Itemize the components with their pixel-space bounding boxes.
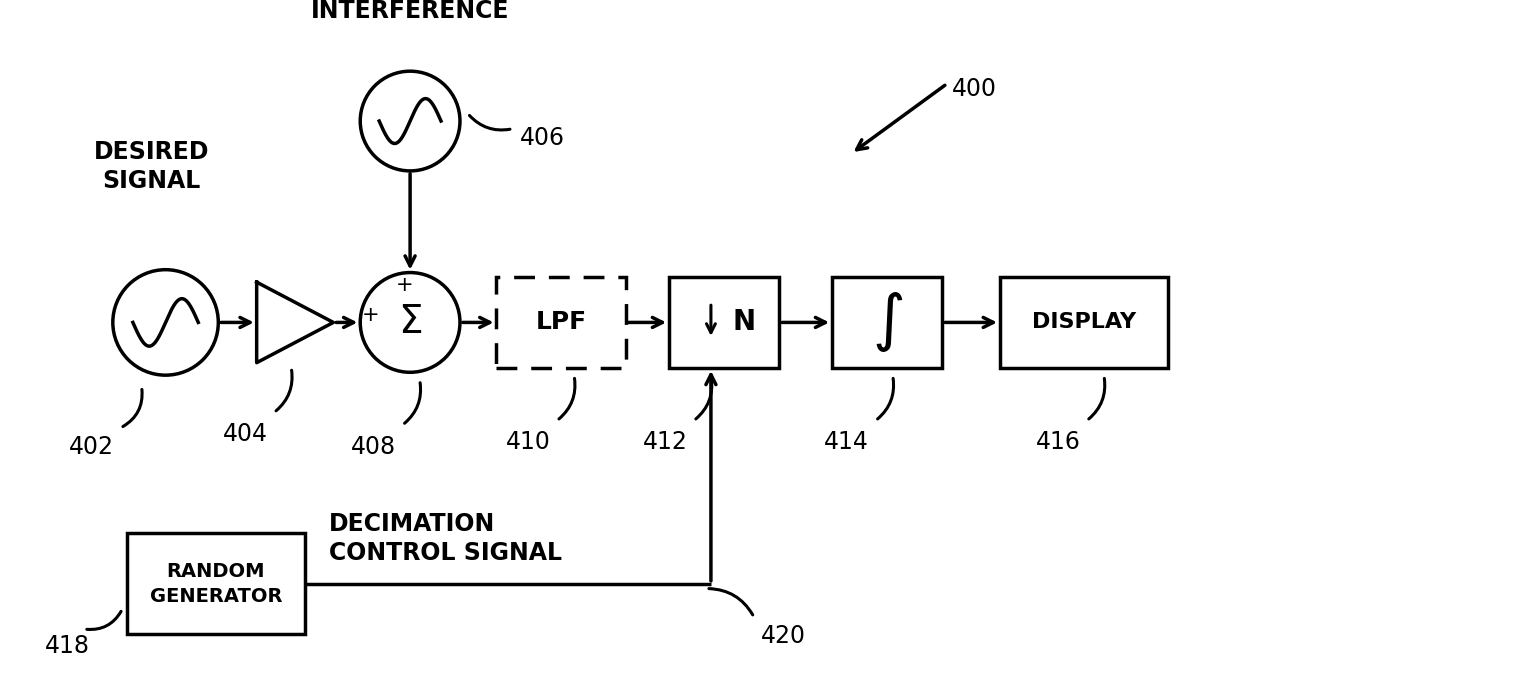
Text: INTERFERENCE: INTERFERENCE <box>311 0 510 23</box>
Text: DECIMATION
CONTROL SIGNAL: DECIMATION CONTROL SIGNAL <box>328 512 562 565</box>
Text: DISPLAY: DISPLAY <box>1032 312 1135 332</box>
Text: DESIRED
SIGNAL: DESIRED SIGNAL <box>93 140 209 193</box>
Text: 406: 406 <box>519 126 565 151</box>
Text: 400: 400 <box>952 77 996 101</box>
Text: 418: 418 <box>46 634 90 658</box>
Text: LPF: LPF <box>536 310 586 334</box>
Text: 414: 414 <box>824 430 870 454</box>
Text: 420: 420 <box>761 624 806 648</box>
Text: 416: 416 <box>1036 430 1080 454</box>
Text: 408: 408 <box>351 435 397 459</box>
Text: $\Sigma$: $\Sigma$ <box>398 303 423 341</box>
Text: N: N <box>732 308 755 337</box>
Text: 412: 412 <box>642 430 687 454</box>
Bar <box>496 277 626 368</box>
Text: $\int$: $\int$ <box>871 290 903 354</box>
Text: 410: 410 <box>505 430 551 454</box>
Bar <box>668 277 780 368</box>
Bar <box>127 533 305 634</box>
Text: 402: 402 <box>69 435 114 459</box>
Text: 404: 404 <box>223 422 267 446</box>
Text: RANDOM
GENERATOR: RANDOM GENERATOR <box>150 562 282 606</box>
Text: +: + <box>362 305 380 325</box>
Text: +: + <box>395 275 414 295</box>
Bar <box>832 277 943 368</box>
Bar <box>1000 277 1167 368</box>
